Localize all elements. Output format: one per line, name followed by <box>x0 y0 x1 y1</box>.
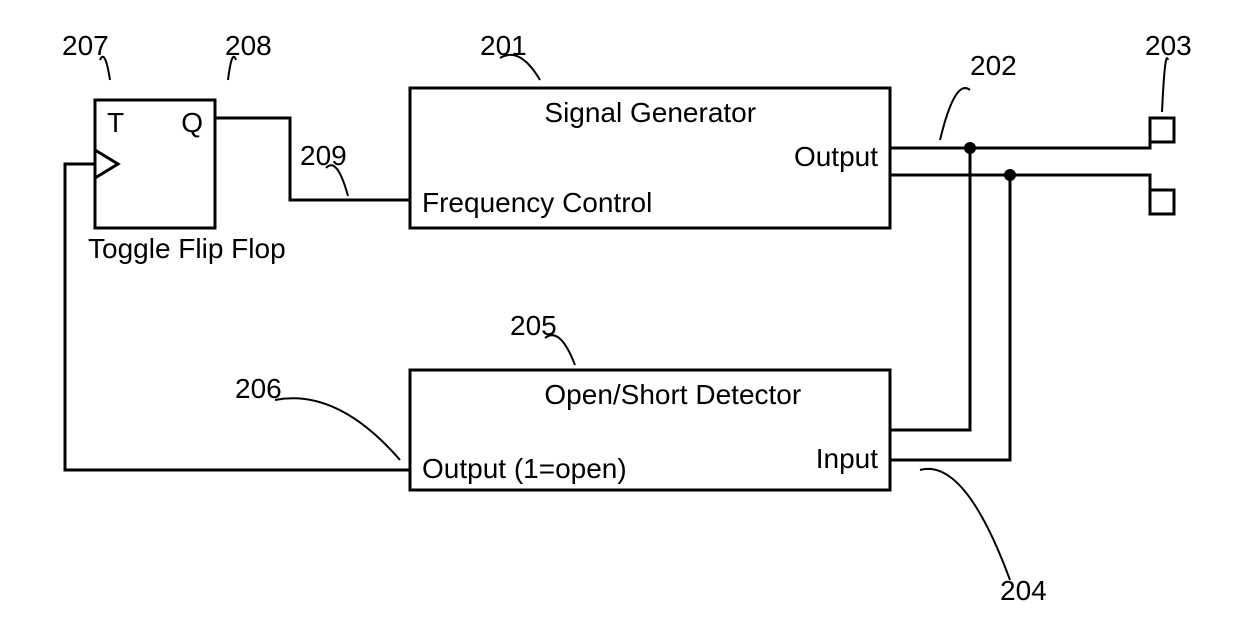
wire-siggen-out-top <box>890 130 1150 148</box>
flipflop-q-label: Q <box>181 107 203 138</box>
ref-204: 204 <box>1000 575 1047 606</box>
ref-206: 206 <box>235 373 282 404</box>
leader-202 <box>940 88 970 140</box>
leader-206 <box>275 398 400 460</box>
detector-output-label: Output (1=open) <box>422 453 627 484</box>
junction-dot-top <box>964 142 976 154</box>
signal-generator-output-label: Output <box>794 141 878 172</box>
detector-title: Open/Short Detector <box>544 379 801 410</box>
output-pad-top <box>1150 118 1174 142</box>
wire-detector-out-to-clock <box>65 164 410 470</box>
ref-209: 209 <box>300 140 347 171</box>
output-pad-bottom <box>1150 190 1174 214</box>
wire-tap-bottom-to-detector <box>890 175 1010 460</box>
ref-201: 201 <box>480 30 527 61</box>
ref-207: 207 <box>62 30 109 61</box>
wire-siggen-out-bot <box>890 175 1150 200</box>
junction-dot-bottom <box>1004 169 1016 181</box>
ref-202: 202 <box>970 50 1017 81</box>
ref-205: 205 <box>510 310 557 341</box>
wire-tap-top-to-detector <box>890 148 970 430</box>
signal-generator-title: Signal Generator <box>544 97 756 128</box>
ref-203: 203 <box>1145 30 1192 61</box>
leader-203 <box>1162 58 1168 112</box>
ref-208: 208 <box>225 30 272 61</box>
leader-204 <box>920 469 1010 580</box>
signal-generator-freq-label: Frequency Control <box>422 187 652 218</box>
flipflop-clock-triangle <box>95 150 118 178</box>
detector-input-label: Input <box>816 443 878 474</box>
flipflop-t-label: T <box>107 107 124 138</box>
flipflop-caption: Toggle Flip Flop <box>88 233 286 264</box>
